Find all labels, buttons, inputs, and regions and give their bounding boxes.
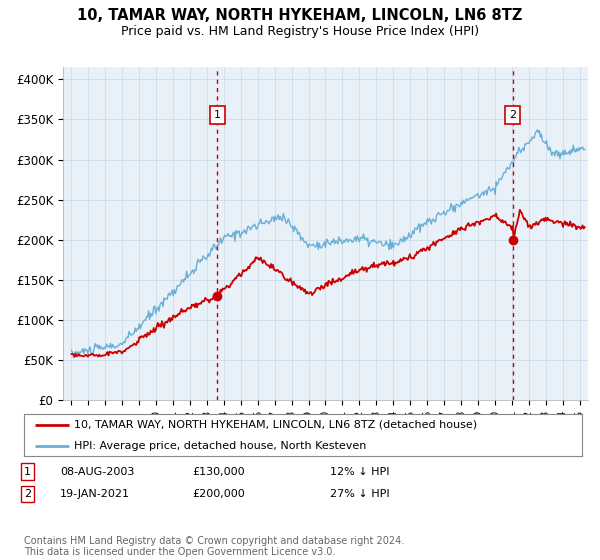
Text: 10, TAMAR WAY, NORTH HYKEHAM, LINCOLN, LN6 8TZ: 10, TAMAR WAY, NORTH HYKEHAM, LINCOLN, L…	[77, 8, 523, 24]
Text: Price paid vs. HM Land Registry's House Price Index (HPI): Price paid vs. HM Land Registry's House …	[121, 25, 479, 38]
Text: 2: 2	[509, 110, 516, 120]
Text: £200,000: £200,000	[192, 489, 245, 499]
Text: 1: 1	[24, 466, 31, 477]
Text: 08-AUG-2003: 08-AUG-2003	[60, 466, 134, 477]
Text: 1: 1	[214, 110, 221, 120]
Text: 12% ↓ HPI: 12% ↓ HPI	[330, 466, 389, 477]
Text: £130,000: £130,000	[192, 466, 245, 477]
Text: 19-JAN-2021: 19-JAN-2021	[60, 489, 130, 499]
Text: HPI: Average price, detached house, North Kesteven: HPI: Average price, detached house, Nort…	[74, 441, 367, 451]
Text: 10, TAMAR WAY, NORTH HYKEHAM, LINCOLN, LN6 8TZ (detached house): 10, TAMAR WAY, NORTH HYKEHAM, LINCOLN, L…	[74, 420, 478, 430]
Text: 2: 2	[24, 489, 31, 499]
Text: 27% ↓ HPI: 27% ↓ HPI	[330, 489, 389, 499]
Text: Contains HM Land Registry data © Crown copyright and database right 2024.
This d: Contains HM Land Registry data © Crown c…	[24, 535, 404, 557]
